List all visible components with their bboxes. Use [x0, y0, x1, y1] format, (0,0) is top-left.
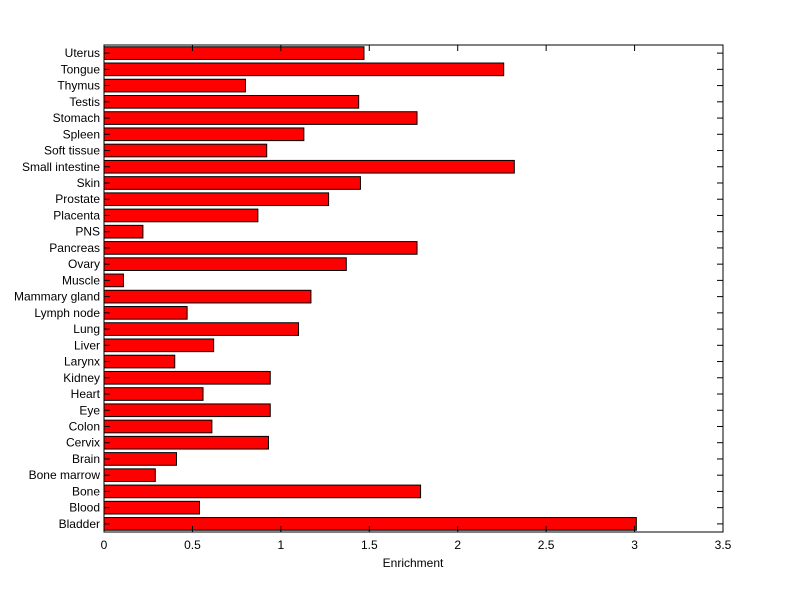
- bar-mammary-gland: [103, 289, 312, 304]
- bar-brain: [103, 452, 178, 466]
- y-tick-label: Testis: [69, 95, 100, 109]
- y-tick-label: Eye: [79, 403, 100, 417]
- y-tick-label: Bone: [72, 484, 100, 498]
- bar-tongue: [103, 62, 505, 77]
- y-tick-label: Bone marrow: [29, 468, 101, 482]
- x-tick-label: 1: [278, 538, 285, 552]
- x-tick-label: 0.5: [184, 538, 201, 552]
- bar-stomach: [103, 111, 418, 125]
- bar-colon: [103, 419, 213, 434]
- bar-lymph-node: [103, 306, 188, 320]
- bar-cervix: [103, 435, 269, 450]
- bar-bone-marrow: [103, 468, 156, 483]
- bar-soft-tissue: [103, 143, 268, 158]
- bar-pancreas: [103, 241, 418, 255]
- bar-testis: [103, 94, 360, 109]
- bar-placenta: [103, 208, 259, 223]
- plot-area-frame: [103, 44, 724, 533]
- y-tick-label: Lung: [73, 322, 100, 336]
- y-tick-label: Small intestine: [22, 160, 100, 174]
- bar-skin: [103, 176, 361, 190]
- y-tick-label: Brain: [72, 452, 100, 466]
- x-tick-label: 3.5: [715, 538, 732, 552]
- y-tick-label: Uterus: [65, 46, 100, 60]
- y-tick-label: Placenta: [53, 208, 100, 222]
- y-tick-label: Mammary gland: [14, 290, 100, 304]
- x-tick-label: 2.5: [538, 538, 555, 552]
- x-axis: 0 0.5 1 1.5 2 2.5 3 3.5: [101, 45, 732, 552]
- y-tick-label: Blood: [69, 501, 100, 515]
- bar-prostate: [103, 192, 330, 207]
- y-tick-label: PNS: [75, 225, 100, 239]
- y-tick-label: Kidney: [63, 371, 100, 385]
- y-tick-label: Muscle: [62, 273, 100, 287]
- y-tick-label: Colon: [69, 419, 100, 433]
- bar-larynx: [103, 354, 176, 369]
- bar-blood: [103, 500, 201, 515]
- y-tick-label: Ovary: [68, 257, 100, 271]
- y-tick-label: Spleen: [63, 127, 100, 141]
- bar-bone: [103, 484, 422, 499]
- x-tick-label: 0: [101, 538, 108, 552]
- bar-ovary: [103, 257, 347, 271]
- y-tick-label: Lymph node: [34, 306, 100, 320]
- bar-kidney: [103, 370, 271, 385]
- y-tick-label: Pancreas: [49, 241, 100, 255]
- y-tick-label: Cervix: [66, 436, 100, 450]
- y-tick-label: Thymus: [57, 79, 100, 93]
- y-tick-label: Prostate: [55, 192, 100, 206]
- y-tick-label: Liver: [74, 338, 100, 352]
- y-tick-label: Soft tissue: [44, 144, 100, 158]
- x-tick-label: 2: [454, 538, 461, 552]
- bar-thymus: [103, 78, 246, 93]
- bars-group: [103, 46, 637, 531]
- bar-bladder: [103, 517, 637, 531]
- bar-liver: [103, 338, 215, 353]
- x-tick-label: 1.5: [361, 538, 378, 552]
- y-tick-label: Larynx: [64, 355, 100, 369]
- y-axis: Bladder Blood Bone Bone marrow Brain Cervix Co…: [14, 46, 723, 531]
- y-tick-label: Skin: [77, 176, 100, 190]
- bar-lung: [103, 322, 300, 336]
- y-tick-label: Stomach: [53, 111, 100, 125]
- bar-eye: [103, 403, 271, 418]
- bar-uterus: [103, 46, 365, 60]
- x-axis-label: Enrichment: [383, 556, 444, 570]
- x-tick-label: 3: [631, 538, 638, 552]
- bar-spleen: [103, 127, 305, 142]
- y-tick-label: Tongue: [61, 62, 101, 76]
- y-tick-label: Heart: [71, 387, 101, 401]
- bar-small-intestine: [103, 159, 515, 174]
- y-tick-label: Bladder: [59, 517, 100, 531]
- bar-heart: [103, 387, 204, 401]
